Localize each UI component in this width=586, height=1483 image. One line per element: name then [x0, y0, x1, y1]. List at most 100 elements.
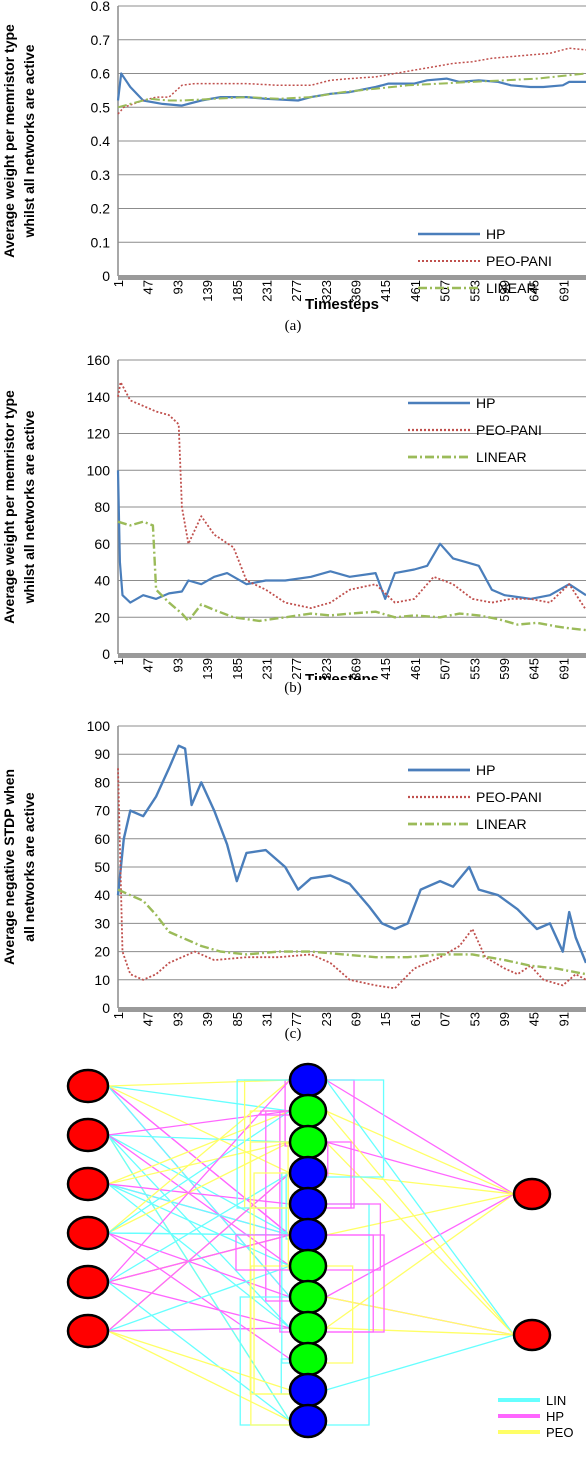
caption-b: (b)	[284, 680, 302, 696]
connection-line	[325, 1334, 515, 1391]
x-tick-label: 93	[170, 1012, 185, 1026]
series-line-hp	[116, 744, 586, 964]
x-tick-label: 369	[349, 658, 364, 680]
y-tick-label: 0	[102, 646, 110, 662]
connection-line	[107, 1232, 291, 1298]
x-tick-label: 461	[408, 280, 423, 302]
connection-line	[107, 1327, 291, 1332]
network-legend-label-hp: HP	[546, 1409, 564, 1424]
y-tick-label: 20	[94, 609, 110, 625]
y-tick-label: 0.7	[91, 32, 111, 48]
hidden-neuron-blue	[288, 1372, 328, 1408]
y-tick-label: 0.2	[91, 201, 111, 217]
chart-panel-a: 0 0.1 0.2 0.3 0.4 0.5 0.6 0.7 0.8 1 47 93 139 185 231 2…	[0, 0, 586, 340]
connection-line	[325, 1110, 515, 1336]
x-tick-label: 691	[556, 280, 571, 302]
input-neuron	[66, 1117, 110, 1153]
y-axis-label-line1: Average weight per memristor type	[1, 24, 17, 258]
network-diagram-panel: LIN HP PEO	[0, 1050, 586, 1478]
recurrent-connection	[308, 1141, 352, 1209]
y-tick-label: 0.3	[91, 167, 111, 183]
series-line-peo-pani	[117, 381, 586, 611]
connection-line	[107, 1330, 291, 1422]
x-tick-label: 645	[527, 658, 542, 680]
x-tick-label: 139	[200, 280, 215, 302]
connection-line	[107, 1110, 291, 1234]
legend-label-linear: LINEAR	[476, 816, 527, 832]
hidden-neuron-green	[288, 1279, 328, 1315]
connection-line	[107, 1085, 291, 1298]
legend-label-peo-pani: PEO-PANI	[476, 789, 542, 805]
x-tick-label: 461	[408, 1012, 423, 1026]
x-axis	[118, 653, 586, 658]
y-tick-label: 90	[94, 746, 110, 762]
x-tick-label: 599	[497, 1012, 512, 1026]
x-axis	[118, 1007, 586, 1012]
y-axis-label-line1: Average weight per memristor type	[1, 390, 17, 624]
x-tick-label: 507	[438, 280, 453, 302]
connection-line	[107, 1281, 291, 1422]
connection-line	[107, 1110, 291, 1136]
y-tick-label: 160	[87, 352, 111, 368]
chart-a: 0 0.1 0.2 0.3 0.4 0.5 0.6 0.7 0.8 1 47 93 139 185 231 2…	[1, 0, 586, 313]
connection-line	[107, 1134, 291, 1267]
y-tick-label: 20	[94, 944, 110, 960]
legend-label-peo-pani: PEO-PANI	[476, 422, 542, 438]
hidden-neuron-blue	[288, 1217, 328, 1253]
x-tick-label: 185	[230, 658, 245, 680]
connection-line	[107, 1079, 291, 1283]
y-tick-label: 0	[102, 1000, 110, 1016]
x-tick-label: 415	[378, 280, 393, 302]
y-tick-label: 30	[94, 915, 110, 931]
connection-line	[107, 1183, 291, 1267]
recurrent-connection	[308, 1203, 382, 1271]
connection-line	[107, 1172, 291, 1283]
x-axis-label: Timesteps	[305, 296, 379, 313]
x-tick-label: 645	[527, 1012, 542, 1026]
x-tick-label: 553	[467, 280, 482, 302]
x-tick-label: 47	[141, 1012, 156, 1026]
x-tick-label: 277	[289, 280, 304, 302]
y-axis-label-line1: Average negative STDP when	[1, 769, 17, 965]
y-tick-label: 60	[94, 536, 110, 552]
connection-line	[107, 1281, 291, 1329]
y-tick-label: 140	[87, 389, 111, 405]
connection-line	[325, 1193, 515, 1329]
connection-line	[107, 1079, 291, 1087]
input-neuron	[66, 1166, 110, 1202]
x-tick-label: 415	[378, 658, 393, 680]
x-tick-label: 691	[556, 1012, 571, 1026]
y-tick-label: 80	[94, 499, 110, 515]
x-tick-label: 645	[527, 280, 542, 302]
x-tick-label: 369	[349, 280, 364, 302]
recurrent-connection	[253, 1172, 308, 1395]
connection-line	[325, 1079, 515, 1195]
input-neuron	[66, 1264, 110, 1300]
connection-line	[325, 1296, 515, 1336]
series-line-peo-pani	[117, 47, 586, 115]
y-tick-label: 10	[94, 972, 110, 988]
connection-line	[325, 1079, 515, 1336]
y-tick-label: 0.4	[91, 133, 111, 149]
output-neuron	[512, 1318, 552, 1352]
connection-line	[107, 1265, 291, 1332]
hidden-neuron-green	[288, 1248, 328, 1284]
connection-line	[107, 1134, 291, 1143]
y-tick-label: 0	[102, 268, 110, 284]
input-neuron	[66, 1313, 110, 1349]
connection-line	[107, 1141, 291, 1185]
connection-line	[325, 1193, 515, 1298]
x-tick-label: 599	[497, 280, 512, 302]
series-line-linear	[117, 72, 586, 109]
x-axis-label: Timesteps	[305, 671, 379, 680]
input-neuron	[66, 1215, 110, 1251]
recurrent-connection	[235, 1234, 308, 1271]
chart-panel-b: 0 20 40 60 80 100 120 140 160 1 47 93 139 185 231 277 32…	[0, 340, 586, 708]
hidden-neuron-green	[288, 1124, 328, 1160]
network-legend-label-lin: LIN	[546, 1393, 566, 1408]
x-tick-label: 277	[289, 658, 304, 680]
connection-line	[107, 1183, 291, 1205]
x-tick-label: 93	[170, 658, 185, 672]
y-tick-label: 0.8	[91, 0, 111, 14]
